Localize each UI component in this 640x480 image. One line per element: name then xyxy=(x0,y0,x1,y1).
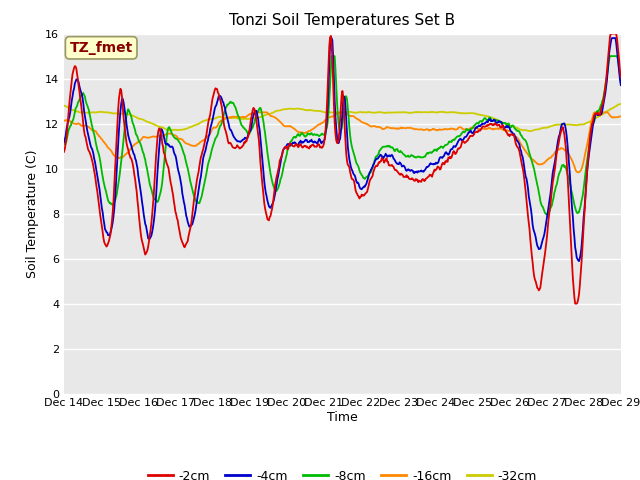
Text: TZ_fmet: TZ_fmet xyxy=(70,41,133,55)
Title: Tonzi Soil Temperatures Set B: Tonzi Soil Temperatures Set B xyxy=(229,13,456,28)
X-axis label: Time: Time xyxy=(327,411,358,424)
Y-axis label: Soil Temperature (C): Soil Temperature (C) xyxy=(26,149,40,278)
Legend: -2cm, -4cm, -8cm, -16cm, -32cm: -2cm, -4cm, -8cm, -16cm, -32cm xyxy=(143,465,542,480)
